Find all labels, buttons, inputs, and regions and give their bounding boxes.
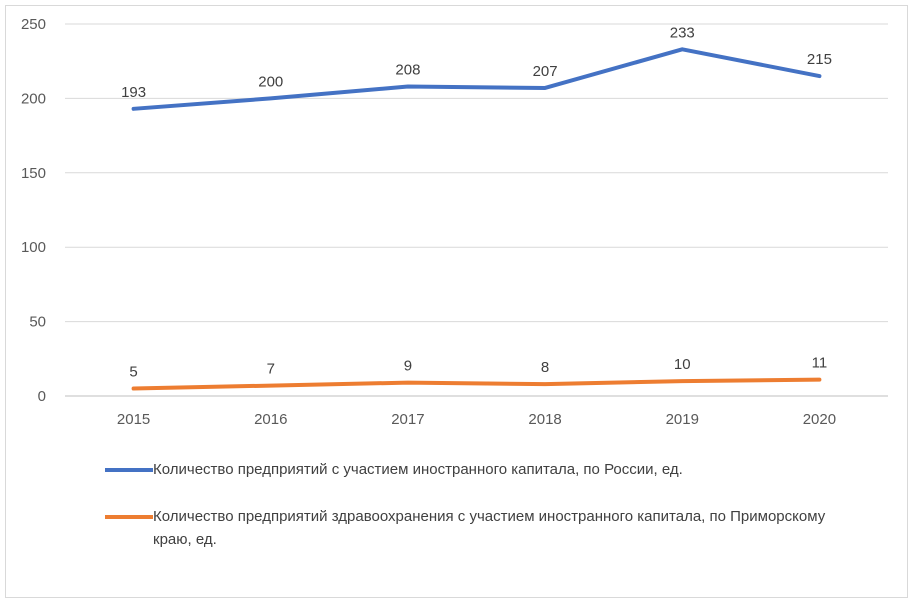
y-axis-ticks: 0 50 100 150 200 250 <box>21 16 46 405</box>
y-tick-label: 200 <box>21 90 46 107</box>
data-label: 215 <box>807 51 832 68</box>
legend-swatch-russia <box>105 468 153 472</box>
x-tick-label: 2020 <box>803 411 836 428</box>
series-line-1 <box>131 377 822 391</box>
legend-item-russia: Количество предприятий с участием иностр… <box>105 458 865 481</box>
data-label: 207 <box>533 63 558 80</box>
y-tick-label: 150 <box>21 165 46 182</box>
x-tick-label: 2016 <box>254 411 287 428</box>
data-label: 7 <box>267 361 275 378</box>
data-label: 9 <box>404 358 412 375</box>
x-tick-label: 2017 <box>391 411 424 428</box>
x-axis-ticks: 2015 2016 2017 2018 2019 2020 <box>117 411 836 428</box>
data-label: 11 <box>812 355 828 372</box>
chart-frame <box>5 5 908 598</box>
legend-label-primorye: Количество предприятий здравоохранения с… <box>153 508 826 548</box>
data-label: 8 <box>541 359 549 376</box>
data-label: 200 <box>258 73 283 90</box>
data-label: 193 <box>121 84 146 101</box>
data-label: 233 <box>670 24 695 41</box>
x-tick-label: 2015 <box>117 411 150 428</box>
legend-label-russia: Количество предприятий с участием иностр… <box>153 461 683 478</box>
y-tick-label: 250 <box>21 16 46 33</box>
x-tick-label: 2018 <box>528 411 561 428</box>
y-tick-label: 100 <box>21 239 46 256</box>
y-tick-label: 0 <box>38 388 46 405</box>
y-tick-label: 50 <box>29 314 46 331</box>
gridlines <box>65 23 888 397</box>
series-line-0 <box>131 47 822 111</box>
series-lines <box>131 47 822 391</box>
x-tick-label: 2019 <box>666 411 699 428</box>
data-labels: 193 200 208 207 233 215 5 7 9 8 10 11 <box>121 24 832 380</box>
legend-item-primorye: Количество предприятий здравоохранения с… <box>105 505 865 551</box>
legend-swatch-primorye <box>105 515 153 519</box>
data-label: 208 <box>395 61 420 78</box>
data-label: 10 <box>674 356 691 373</box>
data-label: 5 <box>129 364 137 381</box>
